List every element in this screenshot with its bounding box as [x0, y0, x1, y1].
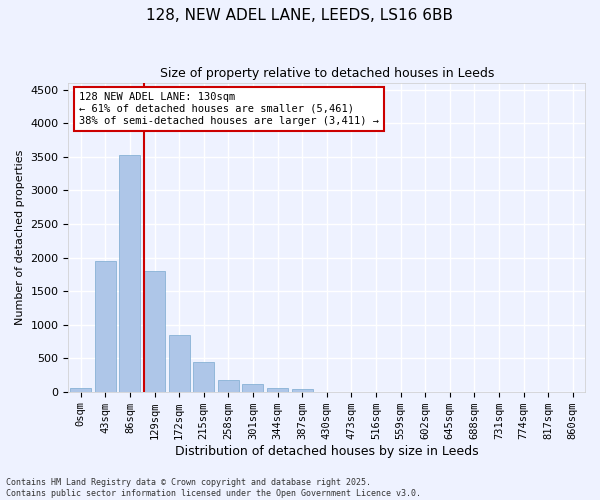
Text: Contains HM Land Registry data © Crown copyright and database right 2025.
Contai: Contains HM Land Registry data © Crown c… [6, 478, 421, 498]
Text: 128, NEW ADEL LANE, LEEDS, LS16 6BB: 128, NEW ADEL LANE, LEEDS, LS16 6BB [146, 8, 454, 22]
Bar [70, 388, 91, 392]
Bar [267, 388, 288, 392]
Bar [119, 155, 140, 392]
Bar [144, 271, 165, 392]
Bar [218, 380, 239, 392]
Y-axis label: Number of detached properties: Number of detached properties [15, 150, 25, 325]
Bar [292, 389, 313, 392]
Bar [169, 334, 190, 392]
Text: 128 NEW ADEL LANE: 130sqm
← 61% of detached houses are smaller (5,461)
38% of se: 128 NEW ADEL LANE: 130sqm ← 61% of detac… [79, 92, 379, 126]
Bar [242, 384, 263, 392]
Title: Size of property relative to detached houses in Leeds: Size of property relative to detached ho… [160, 68, 494, 80]
Bar [193, 362, 214, 392]
X-axis label: Distribution of detached houses by size in Leeds: Distribution of detached houses by size … [175, 444, 479, 458]
Bar [95, 261, 116, 392]
